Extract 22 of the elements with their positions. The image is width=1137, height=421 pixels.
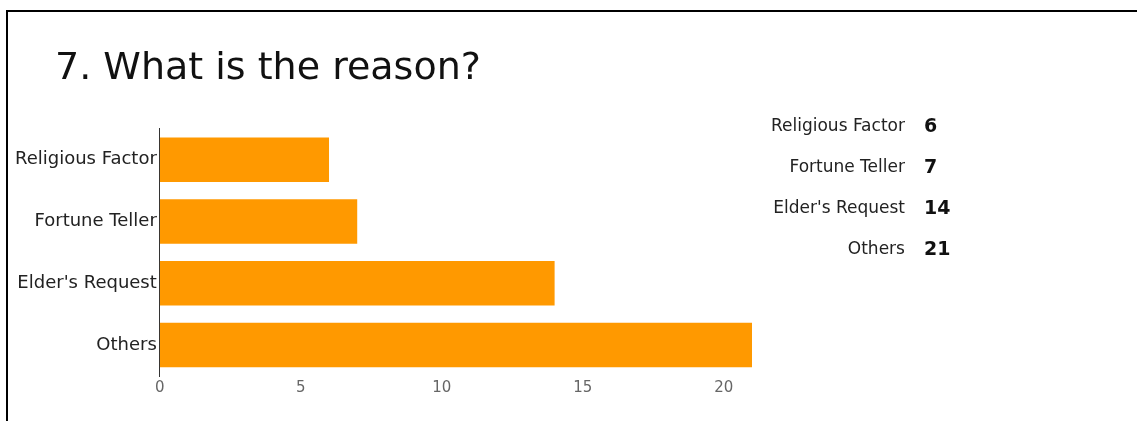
y-tick-label: Others <box>96 332 157 354</box>
y-tick-label: Religious Factor <box>14 147 158 169</box>
chart-title: 7. What is the reason? <box>55 44 481 88</box>
x-tick-label: 10 <box>432 377 452 396</box>
text: 6 <box>922 112 939 138</box>
bar <box>159 199 358 244</box>
text: Elder's Request <box>772 195 906 219</box>
text: 7 <box>922 153 939 179</box>
x-tick-label: 0 <box>155 377 165 396</box>
text: 21 <box>922 235 952 261</box>
y-tick-label: Fortune Teller <box>34 209 158 231</box>
text: 14 <box>922 194 952 220</box>
x-tick-label: 5 <box>296 377 306 396</box>
text: Fortune Teller <box>788 154 906 178</box>
y-tick-label: Elder's Request <box>17 270 157 292</box>
x-tick-label: 15 <box>573 377 593 396</box>
x-tick-label: 20 <box>714 377 734 396</box>
text: Others <box>846 236 906 260</box>
bar <box>159 137 330 182</box>
bar <box>159 261 555 306</box>
text: Religious Factor <box>770 113 906 137</box>
bar <box>159 322 752 368</box>
